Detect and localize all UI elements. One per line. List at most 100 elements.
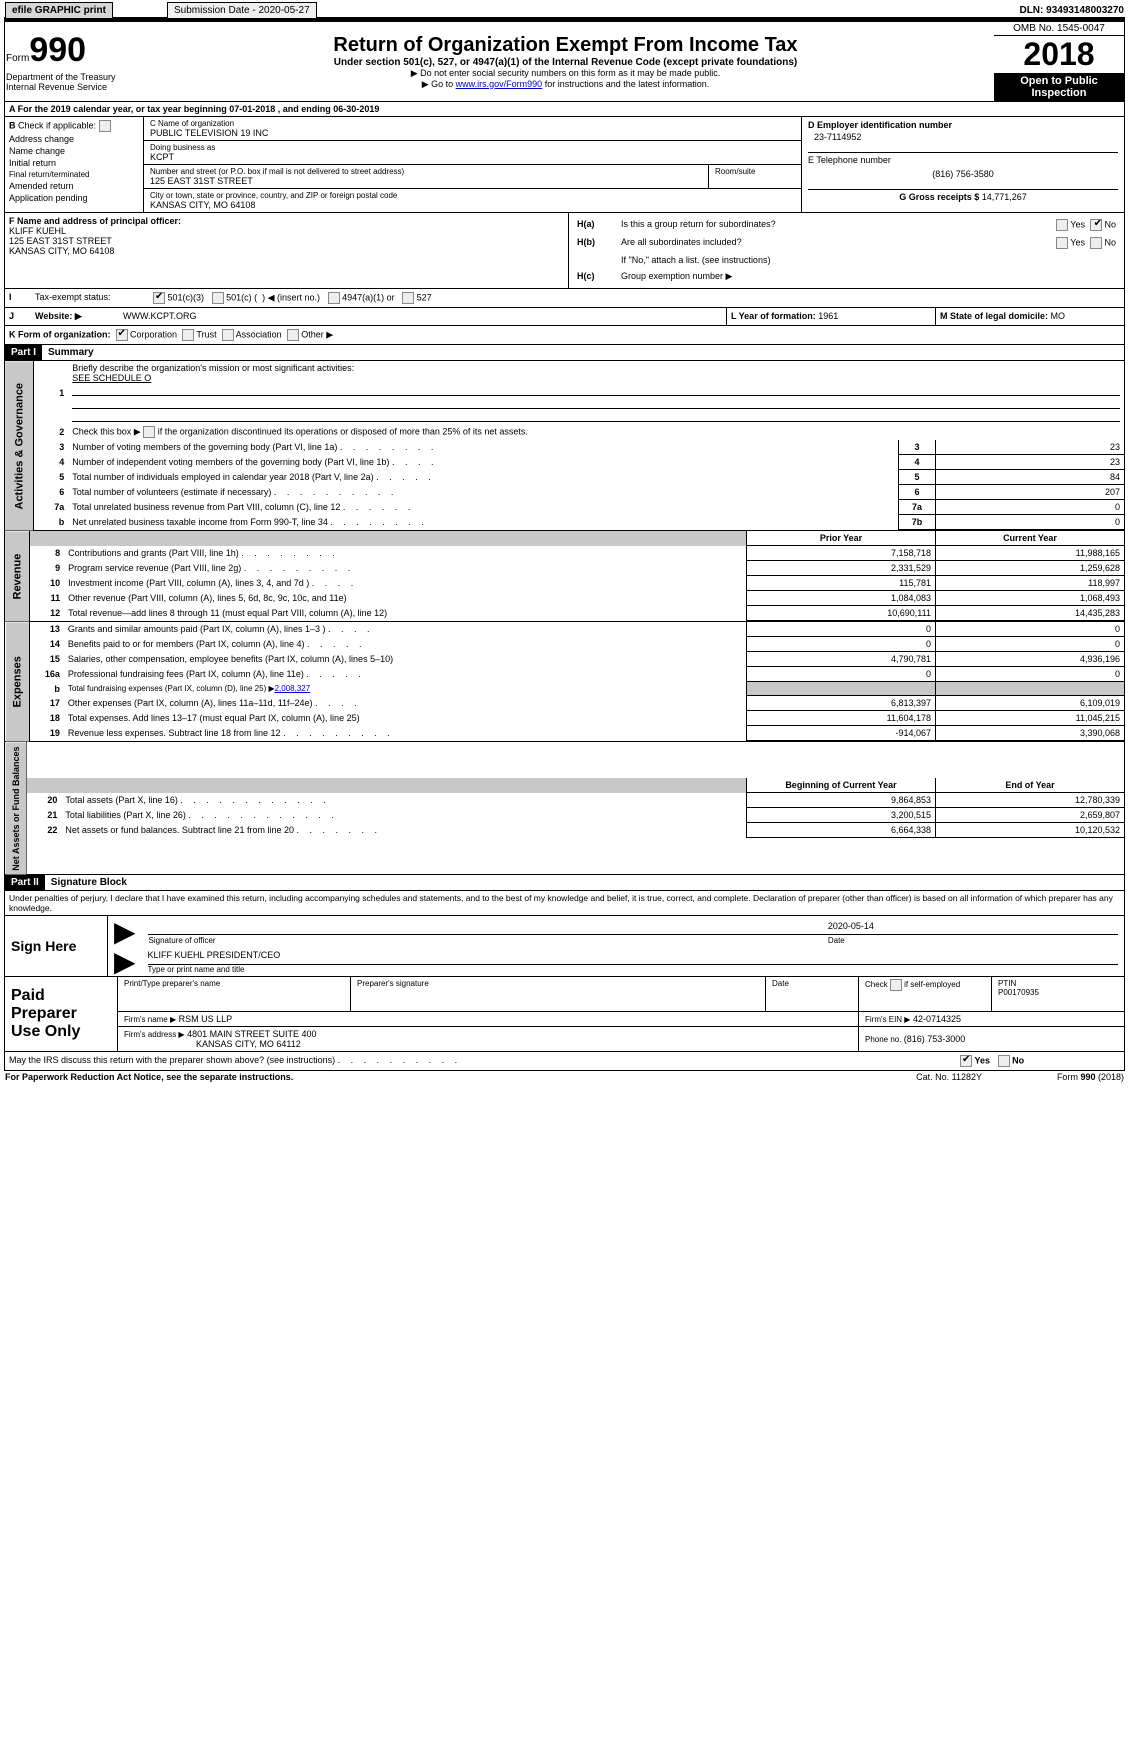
end-hdr: End of Year <box>936 778 1125 793</box>
c9: 1,259,628 <box>936 561 1125 576</box>
check-self-label: Check <box>865 980 890 989</box>
discuss-no-checkbox[interactable] <box>998 1055 1010 1067</box>
street-value: 125 EAST 31ST STREET <box>150 176 702 186</box>
l3-text: Number of voting members of the governin… <box>68 440 898 455</box>
initial-return-label: Initial return <box>9 158 139 168</box>
j-label: J <box>9 311 14 321</box>
501c-checkbox[interactable] <box>212 292 224 304</box>
l5-text: Total number of individuals employed in … <box>68 470 898 485</box>
form-number: 990 <box>29 31 86 69</box>
l16b-text: Total fundraising expenses (Part IX, col… <box>64 682 747 696</box>
527-checkbox[interactable] <box>402 292 414 304</box>
other-checkbox[interactable] <box>287 329 299 341</box>
e20: 12,780,339 <box>936 793 1125 808</box>
irs-link[interactable]: www.irs.gov/Form990 <box>456 79 543 89</box>
v3: 23 <box>936 440 1125 455</box>
form-note1: ▶ Do not enter social security numbers o… <box>138 68 993 79</box>
4947-checkbox[interactable] <box>328 292 340 304</box>
part2-title: Signature Block <box>45 875 133 890</box>
section-a: A For the 2019 calendar year, or tax yea… <box>4 102 1125 117</box>
part2-header: Part IISignature Block <box>4 875 1125 891</box>
c10: 118,997 <box>936 576 1125 591</box>
l17-text: Other expenses (Part IX, column (A), lin… <box>64 696 747 711</box>
discuss-yes: Yes <box>975 1056 991 1066</box>
page-footer: For Paperwork Reduction Act Notice, see … <box>4 1071 1125 1083</box>
side-tab-exp: Expenses <box>5 622 30 742</box>
phone-value: (816) 756-3580 <box>808 165 1118 189</box>
p10: 115,781 <box>747 576 936 591</box>
hc-text: Group exemption number ▶ <box>617 268 1120 285</box>
omb-number: OMB No. 1545-0047 <box>994 22 1124 36</box>
yes-checkbox[interactable] <box>1056 219 1068 231</box>
501c-label-a: 501(c) ( <box>226 292 257 302</box>
v4: 23 <box>936 455 1125 470</box>
corp-checkbox[interactable] <box>116 329 128 341</box>
c19: 3,390,068 <box>936 726 1125 741</box>
discuss-text: May the IRS discuss this return with the… <box>9 1055 335 1065</box>
name-change-label: Name change <box>9 146 139 156</box>
section-b-label: B <box>9 120 16 130</box>
checkbox[interactable] <box>99 120 111 132</box>
part1-label: Part I <box>5 345 42 360</box>
self-emp-checkbox[interactable] <box>890 979 902 991</box>
c11: 1,068,493 <box>936 591 1125 606</box>
b21: 3,200,515 <box>747 808 936 823</box>
corp-label: Corporation <box>130 329 177 339</box>
p8: 7,158,718 <box>747 546 936 561</box>
p19: -914,067 <box>747 726 936 741</box>
revenue-section: Revenue Prior YearCurrent Year 8Contribu… <box>4 531 1125 622</box>
c15: 4,936,196 <box>936 652 1125 667</box>
p15: 4,790,781 <box>747 652 936 667</box>
prior-hdr: Prior Year <box>747 531 936 546</box>
side-tab-rev: Revenue <box>5 531 30 622</box>
net-assets-section: Net Assets or Fund Balances Beginning of… <box>4 742 1125 875</box>
side-tab-actgov: Activities & Governance <box>5 361 34 531</box>
trust-checkbox[interactable] <box>182 329 194 341</box>
assoc-checkbox[interactable] <box>222 329 234 341</box>
v7b: 0 <box>936 515 1125 530</box>
firm-phone: (816) 753-3000 <box>904 1034 966 1044</box>
l19-text: Revenue less expenses. Subtract line 18 … <box>64 726 747 741</box>
l13-text: Grants and similar amounts paid (Part IX… <box>64 622 747 637</box>
501c3-checkbox[interactable] <box>153 292 165 304</box>
l16a-text: Professional fundraising fees (Part IX, … <box>64 667 747 682</box>
p9: 2,331,529 <box>747 561 936 576</box>
l8-text: Contributions and grants (Part VIII, lin… <box>64 546 746 561</box>
phone-label: Phone no. <box>865 1035 904 1044</box>
ein-value: 23-7114952 <box>808 130 1118 152</box>
l16b-link[interactable]: 2,008,327 <box>275 684 311 693</box>
l2-prefix: Check this box ▶ <box>72 426 143 436</box>
efile-button[interactable]: efile GRAPHIC print <box>5 2 113 19</box>
l21-text: Total liabilities (Part X, line 26) . . … <box>61 808 746 823</box>
ha-text: Is this a group return for subordinates? <box>617 216 992 234</box>
i-text: Tax-exempt status: <box>31 289 149 308</box>
yes-label-2: Yes <box>1070 237 1085 247</box>
hb-note: If "No," attach a list. (see instruction… <box>617 252 1120 268</box>
note2-prefix: ▶ Go to <box>422 79 456 89</box>
v5: 84 <box>936 470 1125 485</box>
l2-checkbox[interactable] <box>143 426 155 438</box>
l-value: 1961 <box>818 311 838 321</box>
paid-label-2: Preparer <box>11 1005 111 1023</box>
l14-text: Benefits paid to or for members (Part IX… <box>64 637 747 652</box>
no-checkbox-2[interactable] <box>1090 237 1102 249</box>
begin-hdr: Beginning of Current Year <box>747 778 936 793</box>
sign-here-label: Sign Here <box>5 916 108 977</box>
prep-sig-hdr: Preparer's signature <box>351 977 766 1012</box>
footer-right-year: (2018) <box>1095 1072 1124 1082</box>
l1-label: Briefly describe the organization's miss… <box>72 363 354 373</box>
l7b-text: Net unrelated business taxable income fr… <box>68 515 898 530</box>
firm-ein: 42-0714325 <box>913 1014 961 1024</box>
discuss-yes-checkbox[interactable] <box>960 1055 972 1067</box>
j-text: Website: ▶ <box>35 311 82 321</box>
no-checkbox[interactable] <box>1090 219 1102 231</box>
yes-checkbox-2[interactable] <box>1056 237 1068 249</box>
c12: 14,435,283 <box>936 606 1125 621</box>
section-k: K Form of organization: Corporation Trus… <box>4 326 1125 345</box>
firm-addr-label: Firm's address ▶ <box>124 1030 185 1039</box>
l22-text: Net assets or fund balances. Subtract li… <box>61 823 746 838</box>
p11: 1,084,083 <box>747 591 936 606</box>
c14: 0 <box>936 637 1125 652</box>
p17: 6,813,397 <box>747 696 936 711</box>
top-bar: efile GRAPHIC print Submission Date - 20… <box>4 4 1125 17</box>
